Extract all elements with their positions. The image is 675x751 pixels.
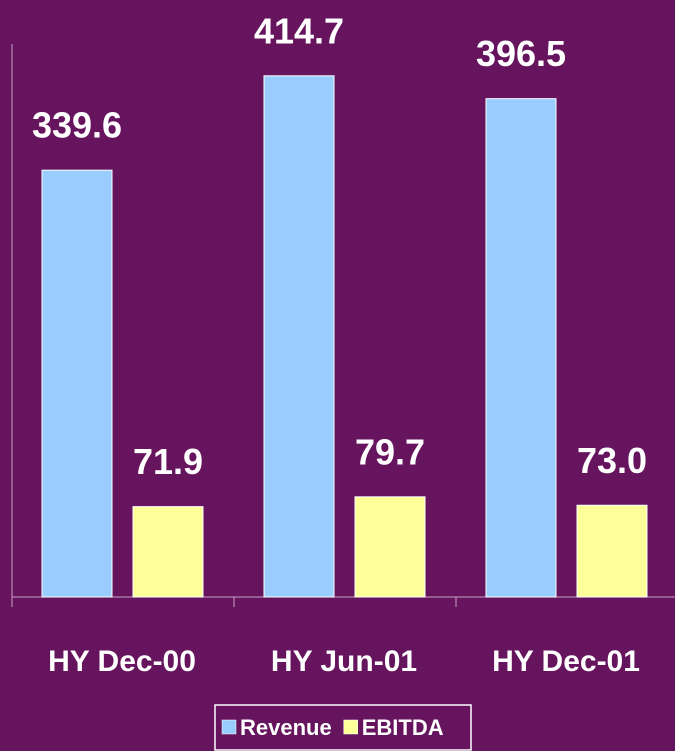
legend-box — [214, 704, 472, 751]
bar — [41, 169, 113, 598]
bar — [132, 506, 204, 598]
legend-label: Revenue — [240, 715, 332, 740]
data-label: 71.9 — [133, 441, 203, 482]
x-tick-label: HY Dec-00 — [48, 645, 196, 678]
data-label: 339.6 — [32, 105, 122, 146]
legend-swatch — [343, 719, 358, 735]
legend: Revenue EBITDA — [214, 704, 472, 751]
bar — [485, 98, 557, 598]
data-label: 414.7 — [254, 10, 344, 51]
bar — [576, 504, 648, 598]
data-label: 396.5 — [476, 33, 566, 74]
bar — [354, 496, 426, 598]
data-label: 73.0 — [577, 440, 647, 481]
bar — [263, 75, 335, 598]
legend-swatch — [221, 719, 237, 735]
legend-label: EBITDA — [362, 715, 444, 740]
x-tick-label: HY Dec-01 — [492, 645, 640, 678]
data-label: 79.7 — [355, 431, 425, 472]
x-tick-label: HY Jun-01 — [271, 645, 417, 678]
